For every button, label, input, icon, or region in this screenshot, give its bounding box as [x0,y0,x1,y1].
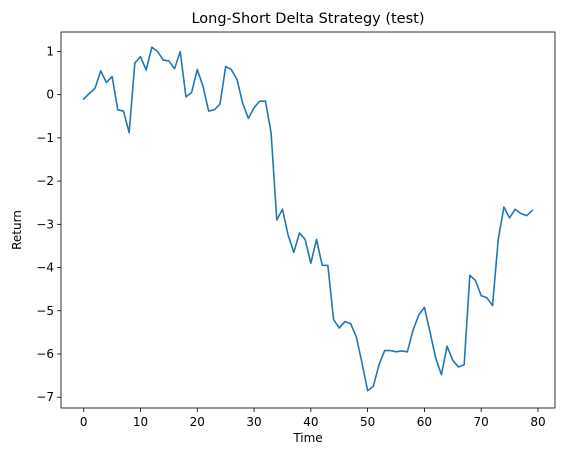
y-axis-label: Return [10,210,24,250]
y-tick-label: −1 [36,131,54,145]
y-tick-label: 1 [46,44,54,58]
y-tick-label: −5 [36,304,54,318]
x-tick-label: 10 [133,415,148,429]
series-layer [82,46,534,392]
y-tick-label: 0 [46,88,54,102]
y-axis: 1 0 −1 −2 −3 −4 −5 −6 −7 [36,44,61,404]
x-tick-label: 30 [246,415,261,429]
plot-frame [60,31,556,409]
x-axis-label: Time [292,431,322,445]
y-tick-label: −2 [36,174,54,188]
x-tick-label: 80 [530,415,545,429]
y-tick-label: −6 [36,347,54,361]
y-tick-label: −3 [36,217,54,231]
series-line-0 [82,46,534,392]
x-tick-label: 0 [80,415,88,429]
x-tick-label: 40 [303,415,318,429]
chart-title: Long-Short Delta Strategy (test) [191,11,424,27]
x-tick-label: 20 [190,415,205,429]
plot-area [60,31,556,409]
y-tick-label: −7 [36,390,54,404]
x-axis: 0 10 20 30 40 50 60 70 80 [80,408,546,429]
x-tick-label: 60 [417,415,432,429]
x-tick-label: 70 [474,415,489,429]
x-tick-label: 50 [360,415,375,429]
y-tick-label: −4 [36,261,54,275]
